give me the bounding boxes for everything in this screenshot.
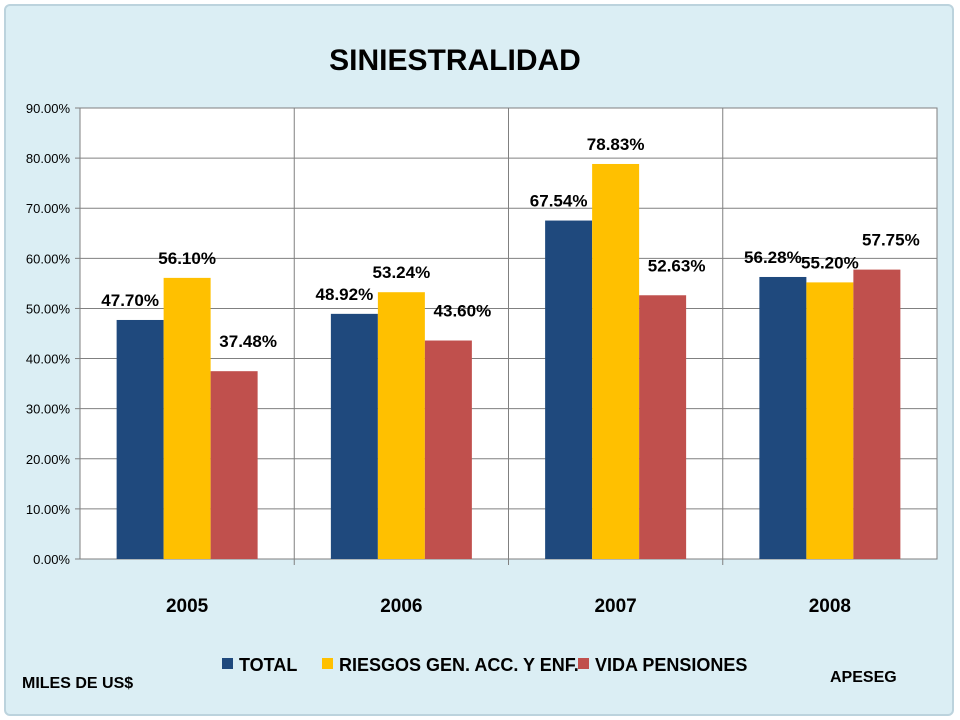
data-label: 56.10% — [158, 249, 216, 268]
x-tick-label: 2006 — [380, 596, 422, 617]
y-tick-label: 50.00% — [26, 301, 71, 316]
y-tick-label: 70.00% — [26, 201, 71, 216]
bar — [377, 292, 425, 559]
x-tick-label: 2008 — [809, 596, 851, 617]
data-label: 56.28% — [744, 248, 802, 267]
data-label: 57.75% — [862, 231, 920, 250]
bars — [116, 163, 901, 559]
y-tick-label: 10.00% — [26, 502, 71, 517]
legend-label: TOTAL — [239, 655, 297, 675]
units-note: MILES DE US$ — [22, 675, 133, 692]
source-note: APESEG — [830, 669, 897, 686]
x-axis: 2005 2006 2007 2008 — [166, 596, 851, 617]
bar — [759, 276, 807, 559]
legend-swatch — [578, 658, 589, 669]
bar — [330, 313, 378, 559]
bar — [639, 295, 687, 559]
y-tick-label: 20.00% — [26, 452, 71, 467]
data-label: 67.54% — [530, 192, 588, 211]
y-tick-label: 40.00% — [26, 352, 71, 367]
data-label: 53.24% — [373, 263, 431, 282]
bar — [853, 269, 901, 559]
data-label: 52.63% — [648, 256, 706, 275]
bar — [116, 319, 164, 559]
y-tick-label: 30.00% — [26, 402, 71, 417]
chart-title: SINIESTRALIDAD — [329, 44, 581, 77]
bar — [592, 163, 640, 559]
y-tick-label: 0.00% — [33, 552, 70, 567]
bar — [545, 220, 593, 559]
bar — [210, 371, 258, 559]
data-label: 78.83% — [587, 135, 645, 154]
legend: TOTAL RIESGOS GEN. ACC. Y ENF. VIDA PENSIO… — [222, 655, 747, 675]
legend-swatch — [222, 658, 233, 669]
y-tick-label: 90.00% — [26, 101, 71, 116]
data-label: 55.20% — [801, 253, 859, 272]
x-tick-label: 2005 — [166, 596, 209, 617]
data-labels: 47.70% 56.10% 37.48% 48.92% 53.24% 43.60% 67.5… — [101, 135, 919, 351]
legend-label: RIESGOS GEN. ACC. Y ENF. — [339, 655, 579, 675]
legend-swatch — [322, 658, 333, 669]
data-label: 37.48% — [219, 332, 277, 351]
x-tick-label: 2007 — [594, 596, 636, 617]
data-label: 47.70% — [101, 291, 159, 310]
y-axis: 0.00% 10.00% 20.00% 30.00% 40.00% 50.00% 60.00… — [26, 101, 80, 567]
bar — [424, 340, 472, 559]
data-label: 43.60% — [434, 302, 492, 321]
y-tick-label: 80.00% — [26, 151, 71, 166]
bar — [806, 282, 854, 559]
bar — [163, 277, 211, 559]
legend-label: VIDA PENSIONES — [595, 655, 747, 675]
y-tick-label: 60.00% — [26, 251, 71, 266]
data-label: 48.92% — [316, 285, 374, 304]
